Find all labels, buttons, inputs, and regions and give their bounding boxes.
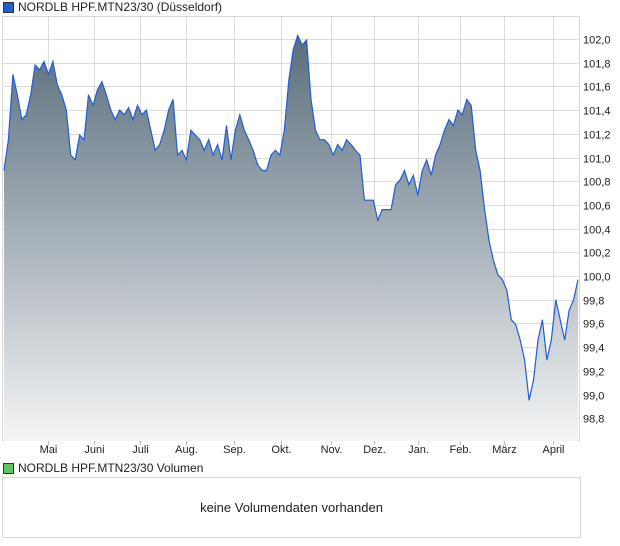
price-line xyxy=(3,33,579,401)
y-tick-label: 99,6 xyxy=(583,319,604,331)
x-tick-label: Dez. xyxy=(363,444,386,456)
y-tick-label: 99,0 xyxy=(583,391,604,403)
x-tick-label: Nov. xyxy=(321,444,343,456)
x-tick-label: Mai xyxy=(40,444,58,456)
volume-legend-swatch xyxy=(3,462,14,474)
y-tick-label: 100,6 xyxy=(583,201,611,213)
x-tick-label: Juli xyxy=(132,444,149,456)
price-legend-swatch xyxy=(3,1,14,13)
price-chart: 102,0 101,8 101,6 101,4 101,2 101,0 100,8 100,6… xyxy=(2,16,611,456)
y-tick-label: 98,8 xyxy=(583,414,604,426)
x-tick-label: Feb. xyxy=(449,444,471,456)
no-volume-message: keine Volumendaten vorhanden xyxy=(200,500,383,515)
price-area xyxy=(4,35,578,442)
volume-panel: keine Volumendaten vorhanden xyxy=(2,477,581,538)
y-tick-label: 101,0 xyxy=(583,154,611,166)
price-legend-label: NORDLB HPF.MTN23/30 (Düsseldorf) xyxy=(18,0,223,14)
x-tick-label: Sep. xyxy=(223,444,246,456)
y-tick-label: 101,4 xyxy=(583,106,611,118)
volume-legend: NORDLB HPF.MTN23/30 Volumen xyxy=(3,461,203,475)
x-tick-label: Aug. xyxy=(175,444,198,456)
y-tick-label: 100,4 xyxy=(583,225,611,237)
y-tick-label: 99,8 xyxy=(583,296,604,308)
y-tick-label: 101,8 xyxy=(583,59,611,71)
y-tick-label: 100,8 xyxy=(583,177,611,189)
y-tick-label: 100,2 xyxy=(583,248,611,260)
x-tick-label: Juni xyxy=(84,444,104,456)
x-tick-label: Okt. xyxy=(271,444,291,456)
x-tick-label: April xyxy=(542,444,564,456)
y-tick-label: 99,2 xyxy=(583,367,604,379)
y-tick-label: 101,2 xyxy=(583,130,611,142)
y-tick-label: 102,0 xyxy=(583,35,611,47)
y-tick-label: 100,0 xyxy=(583,272,611,284)
volume-legend-label: NORDLB HPF.MTN23/30 Volumen xyxy=(18,461,204,475)
x-tick-label: März xyxy=(492,444,516,456)
x-tick-label: Jan. xyxy=(408,444,429,456)
y-tick-label: 101,6 xyxy=(583,82,611,94)
price-legend: NORDLB HPF.MTN23/30 (Düsseldorf) xyxy=(3,0,222,14)
y-tick-label: 99,4 xyxy=(583,343,604,355)
